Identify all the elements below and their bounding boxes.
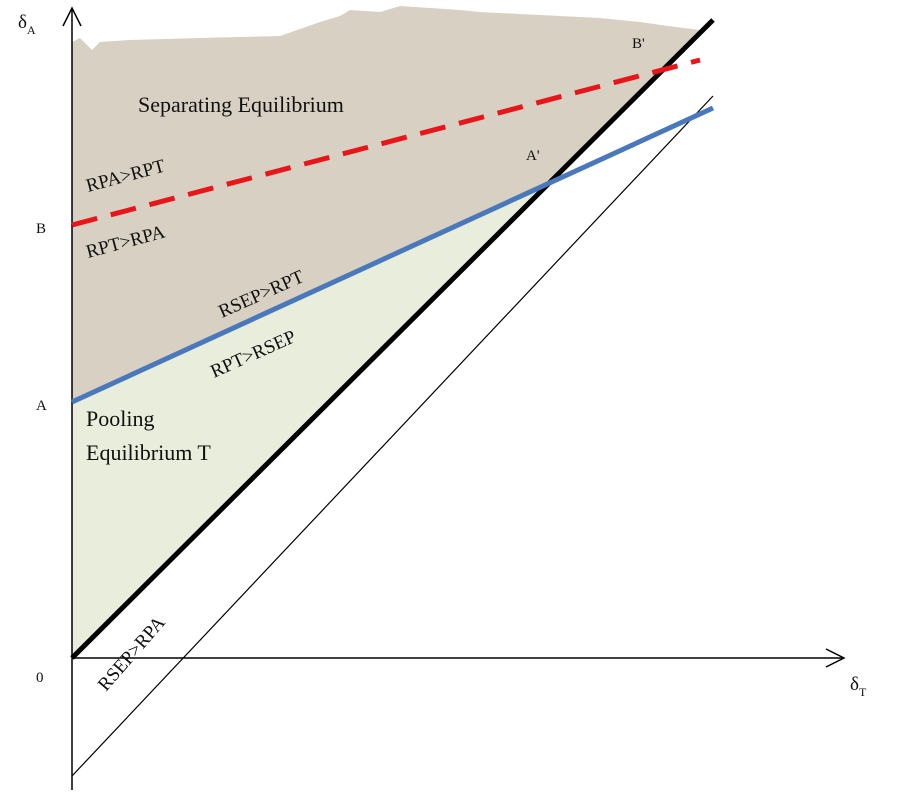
x-axis-subscript: T — [859, 685, 867, 699]
point-b-label: B — [36, 221, 46, 237]
pooling-equilibrium-label-line1: Pooling — [86, 406, 154, 431]
x-axis-label: δT — [850, 674, 867, 699]
rsep-line — [70, 105, 715, 405]
separating-equilibrium-label: Separating Equilibrium — [138, 92, 344, 117]
origin-label: 0 — [36, 670, 44, 686]
y-axis-symbol: δ — [18, 12, 27, 33]
y-axis-label: δA — [18, 12, 36, 37]
diagonal-line — [70, 18, 715, 660]
point-a-label: A — [36, 398, 47, 414]
rpa-line — [71, 57, 701, 228]
y-axis-arrowhead — [62, 6, 82, 27]
point-b-prime-label: B' — [632, 36, 645, 52]
x-axis-symbol: δ — [850, 674, 859, 695]
separating-equilibrium-region — [72, 6, 700, 402]
y-axis-subscript: A — [27, 23, 36, 37]
thin-diagonal-line — [71, 95, 714, 777]
x-axis-arrowhead — [825, 648, 846, 668]
pooling-equilibrium-label-line2: Equilibrium T — [86, 440, 211, 465]
point-a-prime-label: A' — [526, 148, 540, 164]
